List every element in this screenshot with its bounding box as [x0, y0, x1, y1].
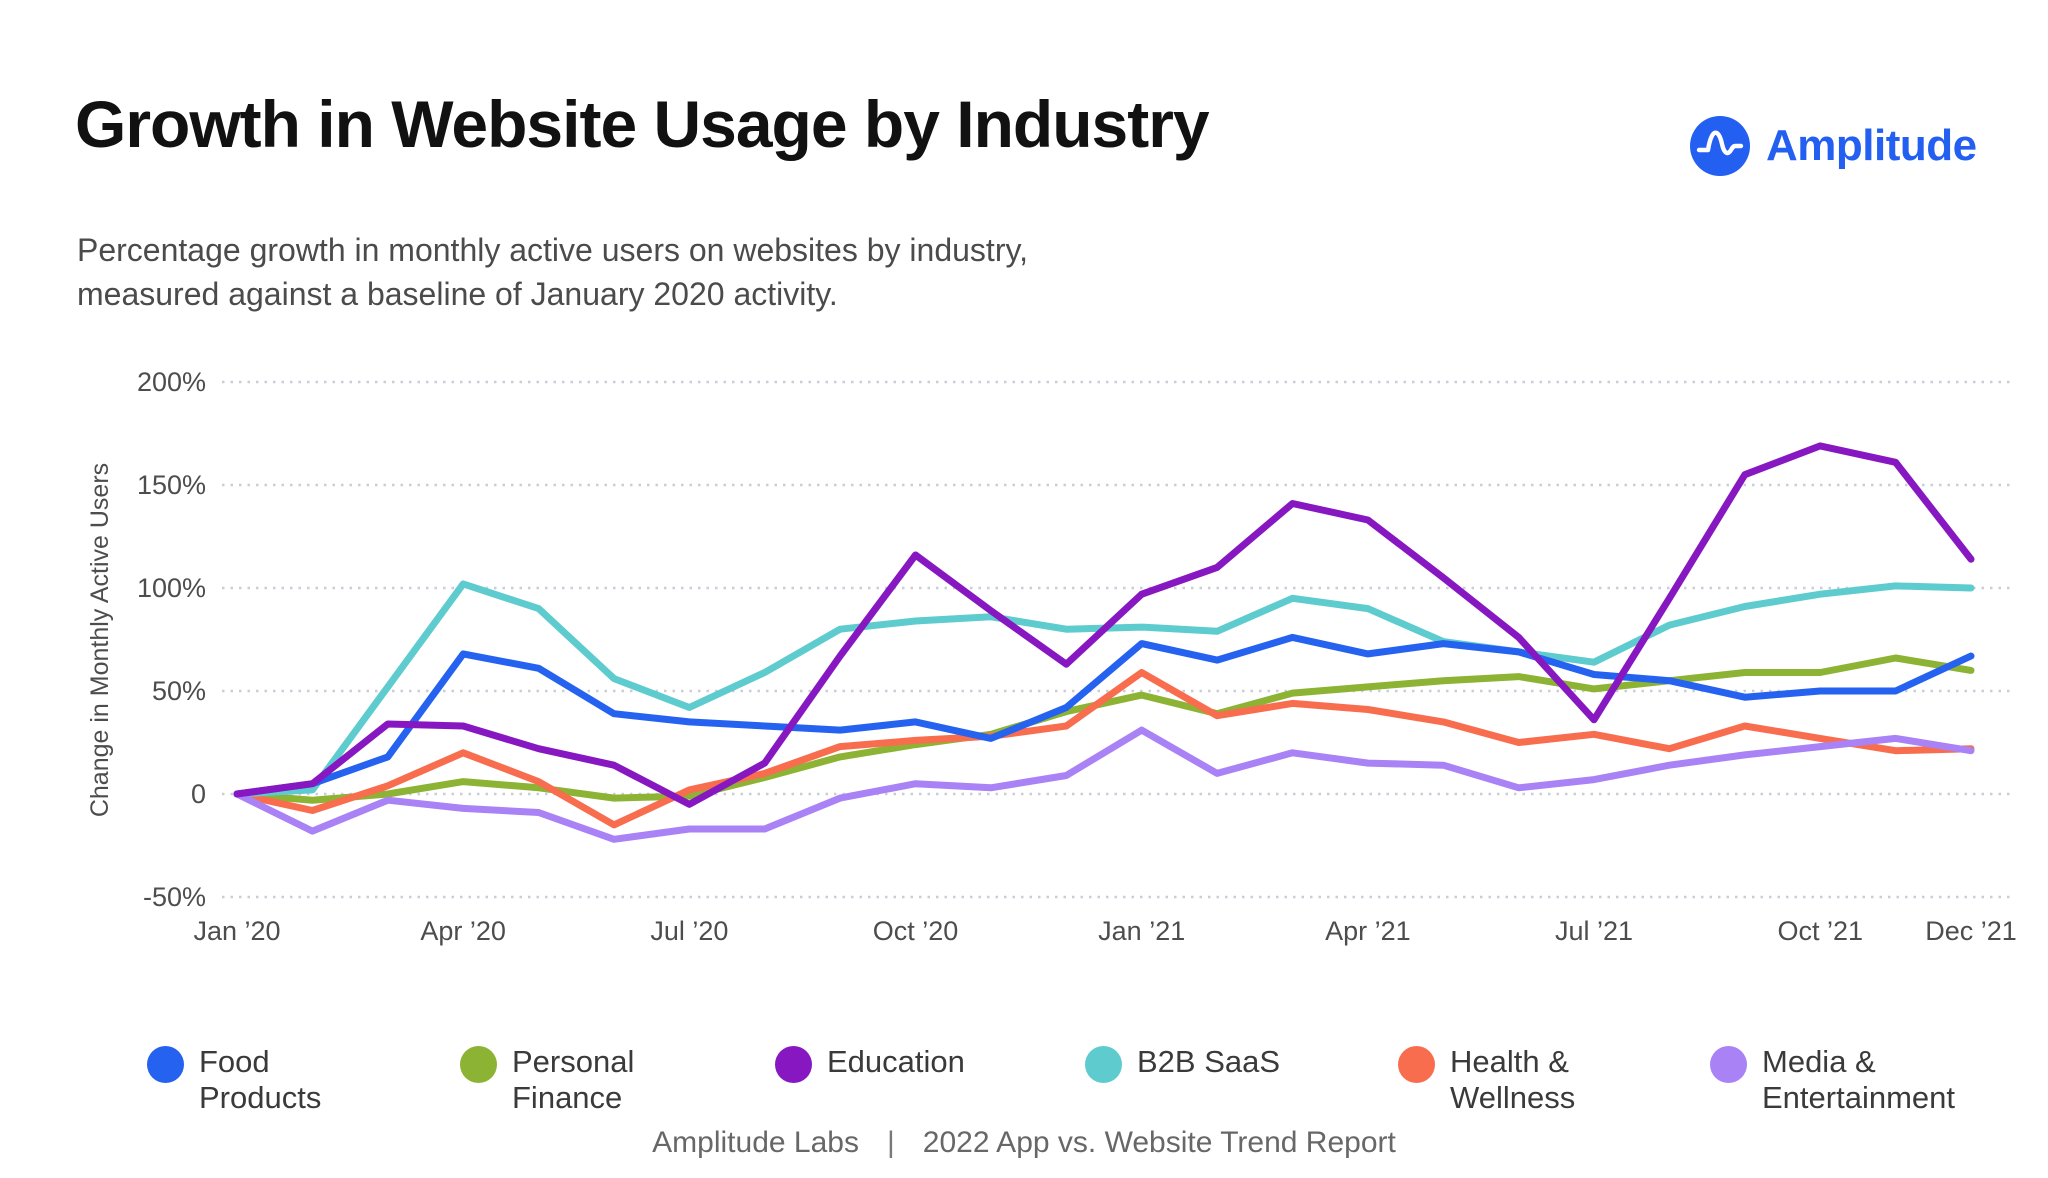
x-tick-label: Oct ’21	[1777, 916, 1863, 946]
x-tick-label: Jul ’21	[1555, 916, 1633, 946]
legend-item-b2b-saas: B2B SaaS	[1085, 1044, 1280, 1083]
x-tick-label: Jan ’20	[193, 916, 280, 946]
y-tick-label: 200%	[137, 367, 206, 397]
page-subtitle-line2: measured against a baseline of January 2…	[77, 276, 838, 313]
y-tick-label: 100%	[137, 573, 206, 603]
line-series-media-entertainment	[233, 726, 1975, 843]
legend-item-personal-finance: Personal Finance	[460, 1044, 652, 1116]
legend-label: Health & Wellness	[1450, 1044, 1576, 1115]
legend-label: Media & Entertainment	[1762, 1044, 1955, 1115]
legend-item-food-products: Food Products	[147, 1044, 334, 1116]
legend-dot-education	[775, 1046, 812, 1083]
x-tick-label: Apr ’20	[420, 916, 506, 946]
legend-label: Education	[827, 1044, 965, 1079]
legend-dot-media-entertainment	[1710, 1046, 1747, 1083]
legend-dot-health-wellness	[1398, 1046, 1435, 1083]
amplitude-logo-text: Amplitude	[1766, 121, 1977, 170]
y-axis-title: Change in Monthly Active Users	[86, 463, 114, 817]
legend-label: Personal Finance	[512, 1044, 635, 1115]
line-series-food-products	[233, 633, 1975, 798]
footer-brand: Amplitude Labs	[652, 1126, 859, 1159]
legend-item-media-entertainment: Media & Entertainment	[1710, 1044, 1987, 1116]
amplitude-wave-icon	[1690, 116, 1750, 176]
page-subtitle-line1: Percentage growth in monthly active user…	[77, 232, 1028, 268]
legend-label: B2B SaaS	[1137, 1044, 1281, 1079]
legend-label: Food Products	[199, 1044, 322, 1115]
report-footer: Amplitude Labs | 2022 App vs. Website Tren…	[0, 1126, 2048, 1160]
x-tick-label: Jan ’21	[1098, 916, 1185, 946]
y-tick-label: -50%	[143, 882, 206, 912]
line-series-health-wellness	[233, 669, 1975, 829]
legend-item-education: Education	[775, 1044, 965, 1083]
x-tick-label: Apr ’21	[1325, 916, 1411, 946]
x-tick-label: Oct ’20	[873, 916, 959, 946]
x-tick-label: Jul ’20	[650, 916, 728, 946]
y-tick-label: 0	[191, 779, 206, 809]
legend-item-health-wellness: Health & Wellness	[1398, 1044, 1600, 1116]
footer-report-name: 2022 App vs. Website Trend Report	[922, 1126, 1396, 1159]
amplitude-logo: Amplitude	[1688, 114, 1977, 178]
x-tick-label: Dec ’21	[1925, 916, 2017, 946]
y-tick-label: 150%	[137, 470, 206, 500]
page-subtitle: Percentage growth in monthly active user…	[77, 228, 1028, 316]
line-series-education	[233, 442, 1975, 808]
legend-dot-b2b-saas	[1085, 1046, 1122, 1083]
page-title: Growth in Website Usage by Industry	[75, 87, 1210, 161]
y-tick-label: 50%	[152, 676, 206, 706]
legend-dot-food-products	[147, 1046, 184, 1083]
legend-dot-personal-finance	[460, 1046, 497, 1083]
footer-separator: |	[886, 1126, 895, 1159]
